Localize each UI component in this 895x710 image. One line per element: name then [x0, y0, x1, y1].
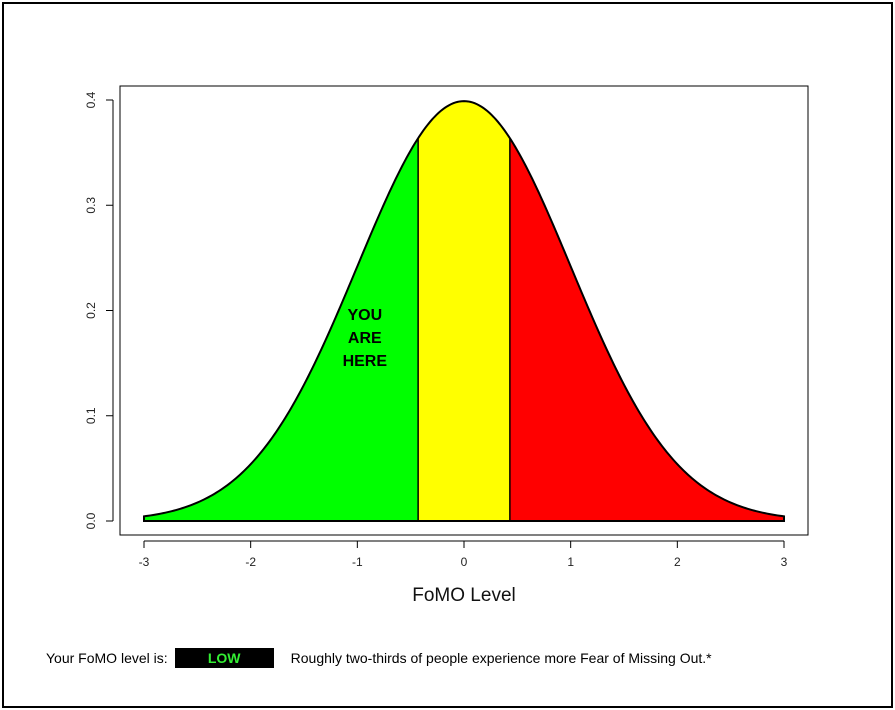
x-tick-label: -1 — [352, 555, 363, 569]
fomo-level-note: Roughly two-thirds of people experience … — [290, 650, 712, 666]
annotation-line: HERE — [343, 353, 388, 370]
y-tick-label: 0.1 — [84, 407, 98, 424]
y-tick-label: 0.4 — [84, 91, 98, 108]
region-medium — [418, 101, 510, 522]
region-dividers — [417, 138, 511, 521]
y-axis: 0.0 0.1 0.2 0.3 0.4 — [84, 91, 114, 529]
fomo-level-prefix: Your FoMO level is: — [46, 650, 168, 666]
y-tick-label: 0.3 — [84, 197, 98, 214]
x-tick-label: 1 — [567, 555, 574, 569]
x-axis-label: FoMO Level — [412, 585, 515, 606]
annotation-line: ARE — [348, 330, 382, 347]
x-tick-label: 2 — [674, 555, 681, 569]
x-tick-label: -2 — [245, 555, 256, 569]
y-tick-label: 0.0 — [84, 512, 98, 529]
x-tick-label: -3 — [139, 555, 150, 569]
density-curve — [143, 100, 785, 522]
result-footer: Your FoMO level is: LOW Roughly two-thir… — [46, 648, 712, 668]
plot-border — [119, 85, 809, 536]
distribution-regions — [144, 101, 784, 522]
y-tick-label: 0.2 — [84, 302, 98, 319]
annotation-line: YOU — [347, 307, 382, 324]
region-high — [509, 138, 784, 521]
x-axis: -3 -2 -1 0 1 2 3 — [139, 540, 788, 569]
you-are-here-annotation: YOU ARE HERE — [343, 307, 388, 370]
region-low — [144, 138, 419, 521]
x-tick-label: 0 — [461, 555, 468, 569]
x-tick-label: 3 — [781, 555, 788, 569]
fomo-level-badge: LOW — [174, 648, 274, 668]
